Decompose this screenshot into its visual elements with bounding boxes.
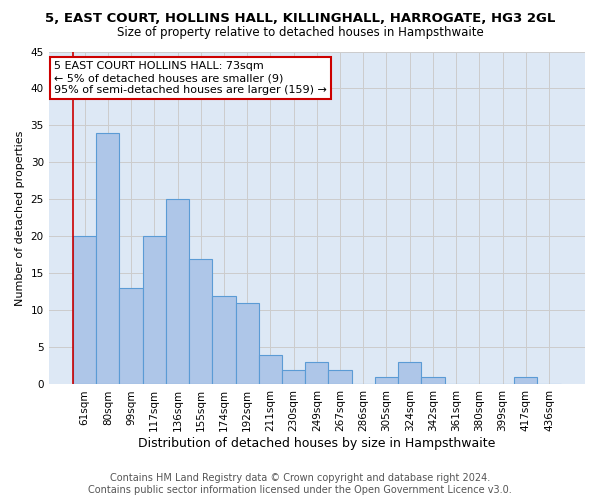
Bar (119, 288, 143, 384)
Bar (143, 236, 166, 384)
Text: Size of property relative to detached houses in Hampsthwaite: Size of property relative to detached ho… (116, 26, 484, 39)
Bar (305, 362, 328, 384)
X-axis label: Distribution of detached houses by size in Hampsthwaite: Distribution of detached houses by size … (138, 437, 496, 450)
Bar (282, 370, 305, 384)
Bar (421, 377, 445, 384)
Bar (375, 377, 398, 384)
Bar (166, 200, 189, 384)
Text: Contains HM Land Registry data © Crown copyright and database right 2024.
Contai: Contains HM Land Registry data © Crown c… (88, 474, 512, 495)
Bar (328, 370, 352, 384)
Y-axis label: Number of detached properties: Number of detached properties (15, 130, 25, 306)
Text: 5, EAST COURT, HOLLINS HALL, KILLINGHALL, HARROGATE, HG3 2GL: 5, EAST COURT, HOLLINS HALL, KILLINGHALL… (45, 12, 555, 26)
Bar (236, 303, 259, 384)
Bar (514, 377, 538, 384)
Bar (96, 133, 119, 384)
Bar (212, 296, 236, 384)
Bar (398, 362, 421, 384)
Bar (259, 355, 282, 384)
Text: 5 EAST COURT HOLLINS HALL: 73sqm
← 5% of detached houses are smaller (9)
95% of : 5 EAST COURT HOLLINS HALL: 73sqm ← 5% of… (54, 62, 327, 94)
Bar (189, 258, 212, 384)
Bar (73, 236, 96, 384)
